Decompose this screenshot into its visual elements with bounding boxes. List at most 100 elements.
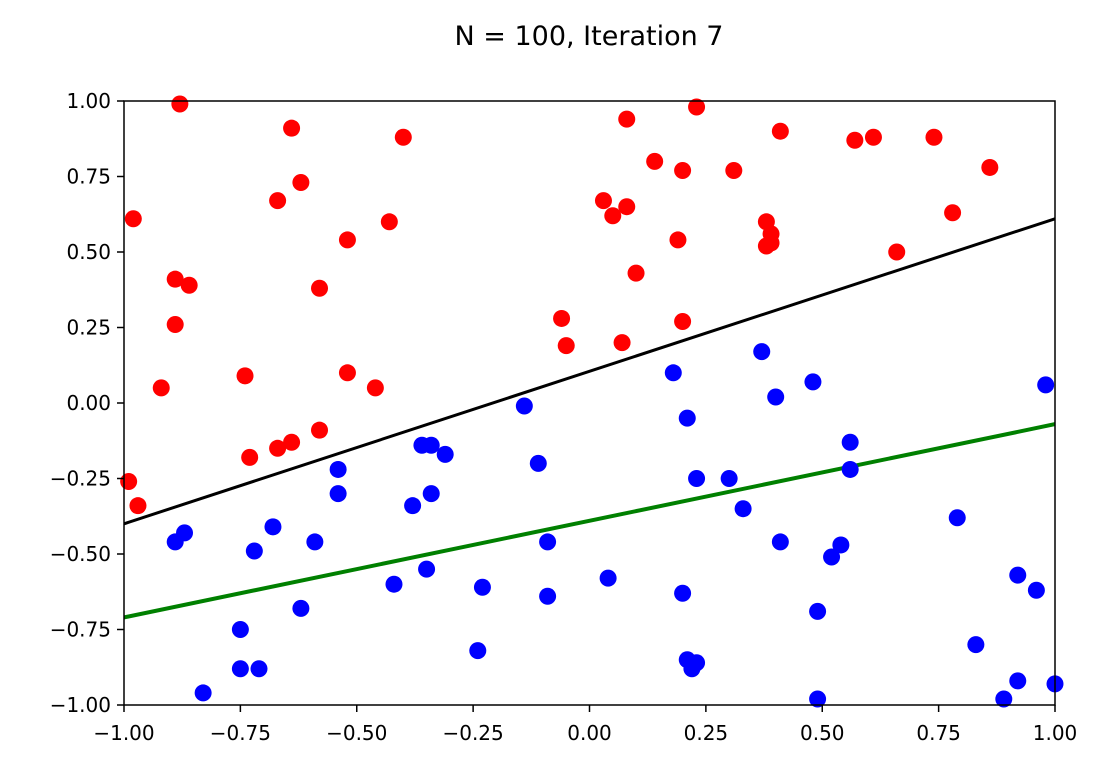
data-point [948, 509, 966, 527]
data-point [515, 397, 533, 415]
data-point [688, 470, 706, 487]
data-point [469, 642, 487, 660]
data-point [194, 684, 212, 702]
data-point [306, 533, 324, 551]
data-point [380, 213, 398, 231]
data-point [678, 409, 696, 427]
data-point [841, 460, 859, 478]
x-tick-label: −1.00 [93, 721, 154, 745]
data-point [269, 192, 287, 210]
data-point [292, 174, 310, 192]
data-point [529, 454, 547, 472]
data-point [250, 660, 268, 678]
data-point [236, 367, 254, 385]
data-point [124, 210, 142, 228]
data-point [683, 660, 701, 678]
data-point [1009, 672, 1027, 690]
data-point [734, 500, 752, 518]
chart-title: N = 100, Iteration 7 [455, 21, 724, 52]
x-tick-label: 0.00 [567, 721, 612, 745]
x-tick-label: 0.75 [916, 721, 961, 745]
data-point [688, 98, 706, 116]
data-point [767, 388, 785, 406]
data-point [329, 460, 347, 478]
data-point [967, 636, 985, 654]
data-point [981, 158, 999, 176]
data-point [539, 587, 557, 605]
x-tick-label: 0.25 [684, 721, 729, 745]
data-point [618, 110, 636, 128]
x-tick-label: 1.00 [1033, 721, 1078, 745]
data-point [366, 379, 384, 397]
data-point [283, 433, 301, 451]
data-point [599, 569, 617, 587]
data-point [176, 524, 194, 542]
data-point [231, 621, 249, 638]
data-point [264, 518, 282, 536]
data-point [762, 234, 780, 252]
data-point [166, 270, 184, 288]
data-point [725, 161, 743, 179]
data-point [473, 578, 491, 596]
data-point [418, 560, 436, 578]
y-tick-label: 0.00 [66, 391, 111, 415]
data-point [823, 548, 841, 566]
data-point [771, 122, 789, 140]
data-point [674, 584, 692, 602]
data-point [1027, 581, 1045, 599]
axis-ticks: −1.00 −0.75 −0.50 −0.25 0.00 0.25 0.50 0.75 1.00… [50, 89, 1078, 745]
data-point [888, 243, 906, 261]
data-point [120, 473, 138, 491]
data-point [283, 119, 301, 137]
y-tick-label: −0.25 [50, 467, 111, 491]
data-point [944, 204, 962, 222]
y-tick-label: −1.00 [50, 693, 111, 717]
data-point [995, 690, 1013, 708]
data-point [674, 161, 692, 179]
x-tick-label: −0.50 [326, 721, 387, 745]
x-tick-label: −0.25 [442, 721, 503, 745]
data-point [311, 421, 329, 439]
data-point [1009, 566, 1027, 584]
line-1 [124, 422, 1055, 620]
y-tick-label: 0.50 [66, 240, 111, 264]
data-point [394, 128, 412, 146]
data-point [753, 343, 771, 361]
data-point [129, 497, 147, 515]
data-point [618, 198, 636, 216]
data-point [553, 309, 571, 327]
data-point [557, 337, 575, 355]
data-point [166, 315, 184, 333]
data-point [231, 660, 249, 678]
data-point [436, 445, 454, 463]
data-point [171, 95, 189, 113]
data-point [404, 497, 422, 515]
data-point [669, 231, 687, 249]
data-point [832, 536, 850, 554]
data-point [646, 152, 664, 170]
data-point [720, 470, 738, 487]
data-point [925, 128, 943, 146]
data-point [245, 542, 263, 560]
y-tick-label: −0.75 [50, 618, 111, 642]
data-point [809, 602, 827, 620]
y-tick-label: 1.00 [66, 89, 111, 113]
data-points [120, 95, 1064, 708]
data-point [180, 276, 198, 294]
data-point [613, 334, 631, 352]
data-point [594, 192, 612, 210]
data-point [338, 364, 356, 382]
x-tick-label: −0.75 [210, 721, 271, 745]
data-point [664, 364, 682, 382]
data-point [1037, 376, 1055, 394]
data-point [804, 373, 822, 391]
data-point [841, 433, 859, 451]
data-point [864, 128, 882, 146]
y-tick-label: −0.50 [50, 542, 111, 566]
data-point [311, 279, 329, 297]
data-point [338, 231, 356, 249]
plot-frame [123, 100, 1056, 706]
data-point [269, 439, 287, 457]
line-0 [124, 217, 1055, 526]
